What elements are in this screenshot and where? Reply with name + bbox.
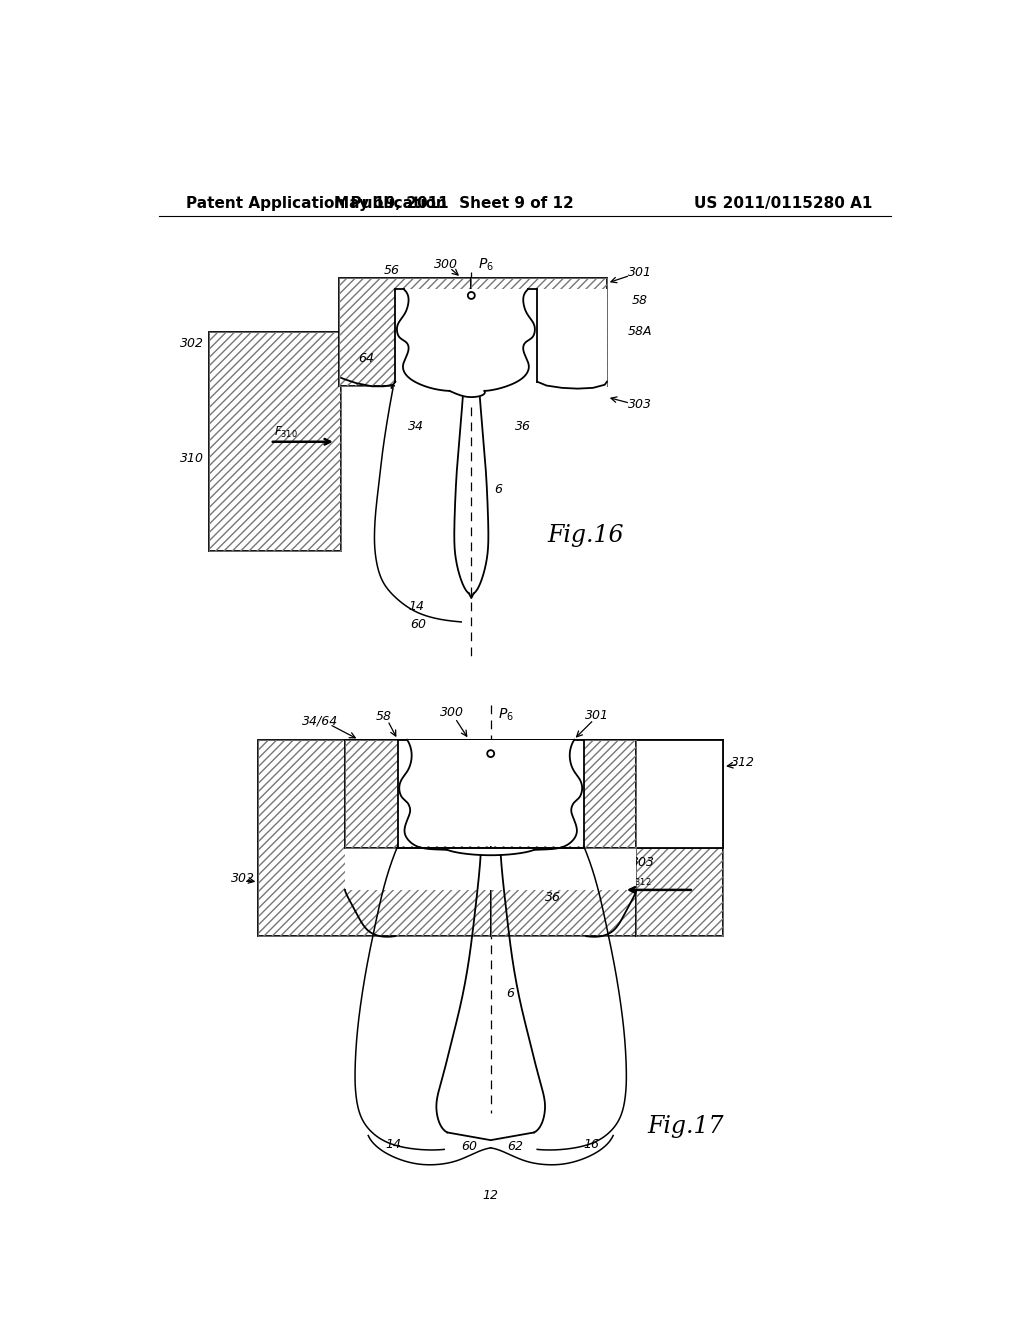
Text: 12: 12 <box>482 1189 499 1203</box>
Polygon shape <box>471 277 607 385</box>
Polygon shape <box>490 739 636 847</box>
Polygon shape <box>209 331 395 552</box>
Text: $P_6$: $P_6$ <box>499 708 514 723</box>
Polygon shape <box>397 739 584 846</box>
Text: 14: 14 <box>385 1138 401 1151</box>
Polygon shape <box>636 739 723 847</box>
Text: $P_6$: $P_6$ <box>478 256 495 273</box>
Text: Patent Application Publication: Patent Application Publication <box>186 195 446 211</box>
Text: 60: 60 <box>461 1139 477 1152</box>
Text: 36: 36 <box>545 891 561 904</box>
Text: 6: 6 <box>495 483 503 496</box>
Text: 300: 300 <box>440 706 464 719</box>
Text: $F_{312}$: $F_{312}$ <box>628 873 651 888</box>
Polygon shape <box>395 289 538 405</box>
Polygon shape <box>345 739 490 847</box>
Text: 300: 300 <box>434 259 458 271</box>
Text: 302: 302 <box>230 871 255 884</box>
Text: 36: 36 <box>515 420 531 433</box>
Text: 58: 58 <box>632 294 647 308</box>
Text: 34: 34 <box>409 420 424 433</box>
Polygon shape <box>339 277 471 385</box>
Text: 58: 58 <box>376 710 392 723</box>
Text: US 2011/0115280 A1: US 2011/0115280 A1 <box>693 195 872 211</box>
Text: 301: 301 <box>585 709 609 722</box>
Text: 56: 56 <box>384 264 399 277</box>
Text: 60: 60 <box>411 618 427 631</box>
Circle shape <box>487 750 495 758</box>
Polygon shape <box>490 739 723 936</box>
Text: 66: 66 <box>635 779 651 792</box>
Text: Fig.17: Fig.17 <box>648 1115 724 1138</box>
Text: 6: 6 <box>506 987 514 1001</box>
Text: 303: 303 <box>632 857 655 870</box>
Text: 301: 301 <box>628 265 651 279</box>
Text: 34/64: 34/64 <box>302 714 338 727</box>
Text: 310: 310 <box>179 453 204 465</box>
Text: 62: 62 <box>508 1139 523 1152</box>
Text: 64: 64 <box>358 352 375 366</box>
Text: 303: 303 <box>628 399 651 412</box>
Text: $F_{310}$: $F_{310}$ <box>273 425 298 440</box>
Text: Fig.16: Fig.16 <box>547 524 624 548</box>
Polygon shape <box>636 847 723 936</box>
Polygon shape <box>345 739 636 890</box>
Polygon shape <box>258 739 490 936</box>
Polygon shape <box>471 289 607 405</box>
Text: 58A: 58A <box>628 325 651 338</box>
Text: 14: 14 <box>409 601 424 612</box>
Text: May 19, 2011  Sheet 9 of 12: May 19, 2011 Sheet 9 of 12 <box>334 195 573 211</box>
Text: 302: 302 <box>179 337 204 350</box>
Circle shape <box>468 292 475 298</box>
Text: 16: 16 <box>584 1138 599 1151</box>
Text: 312: 312 <box>730 756 755 770</box>
